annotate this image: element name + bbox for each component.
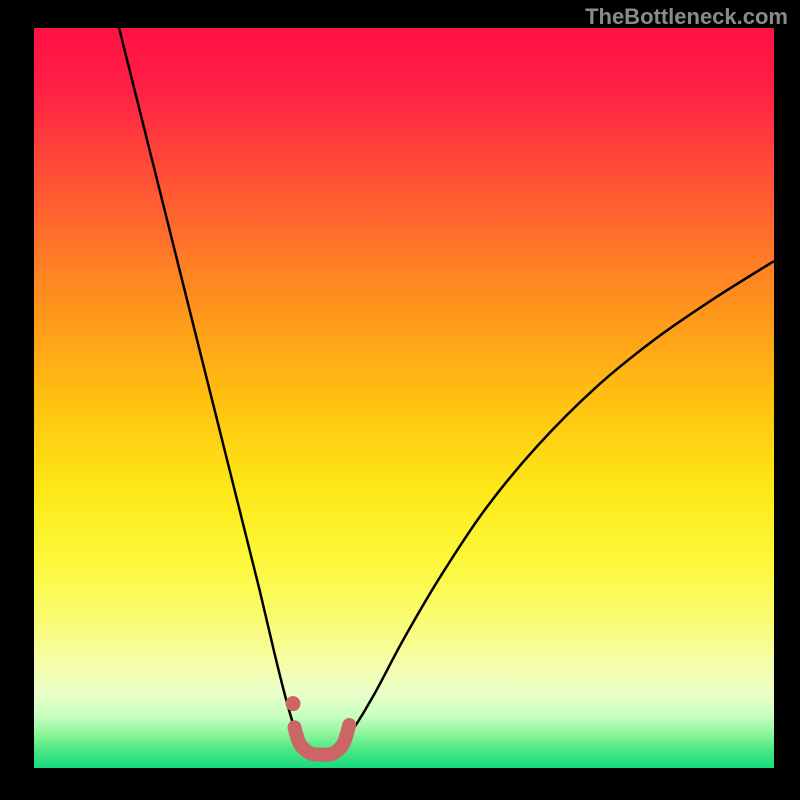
plot-svg [34, 28, 774, 768]
plot-area [34, 28, 774, 768]
highlight-dot [286, 696, 301, 711]
watermark-text: TheBottleneck.com [585, 4, 788, 30]
gradient-background [34, 28, 774, 768]
